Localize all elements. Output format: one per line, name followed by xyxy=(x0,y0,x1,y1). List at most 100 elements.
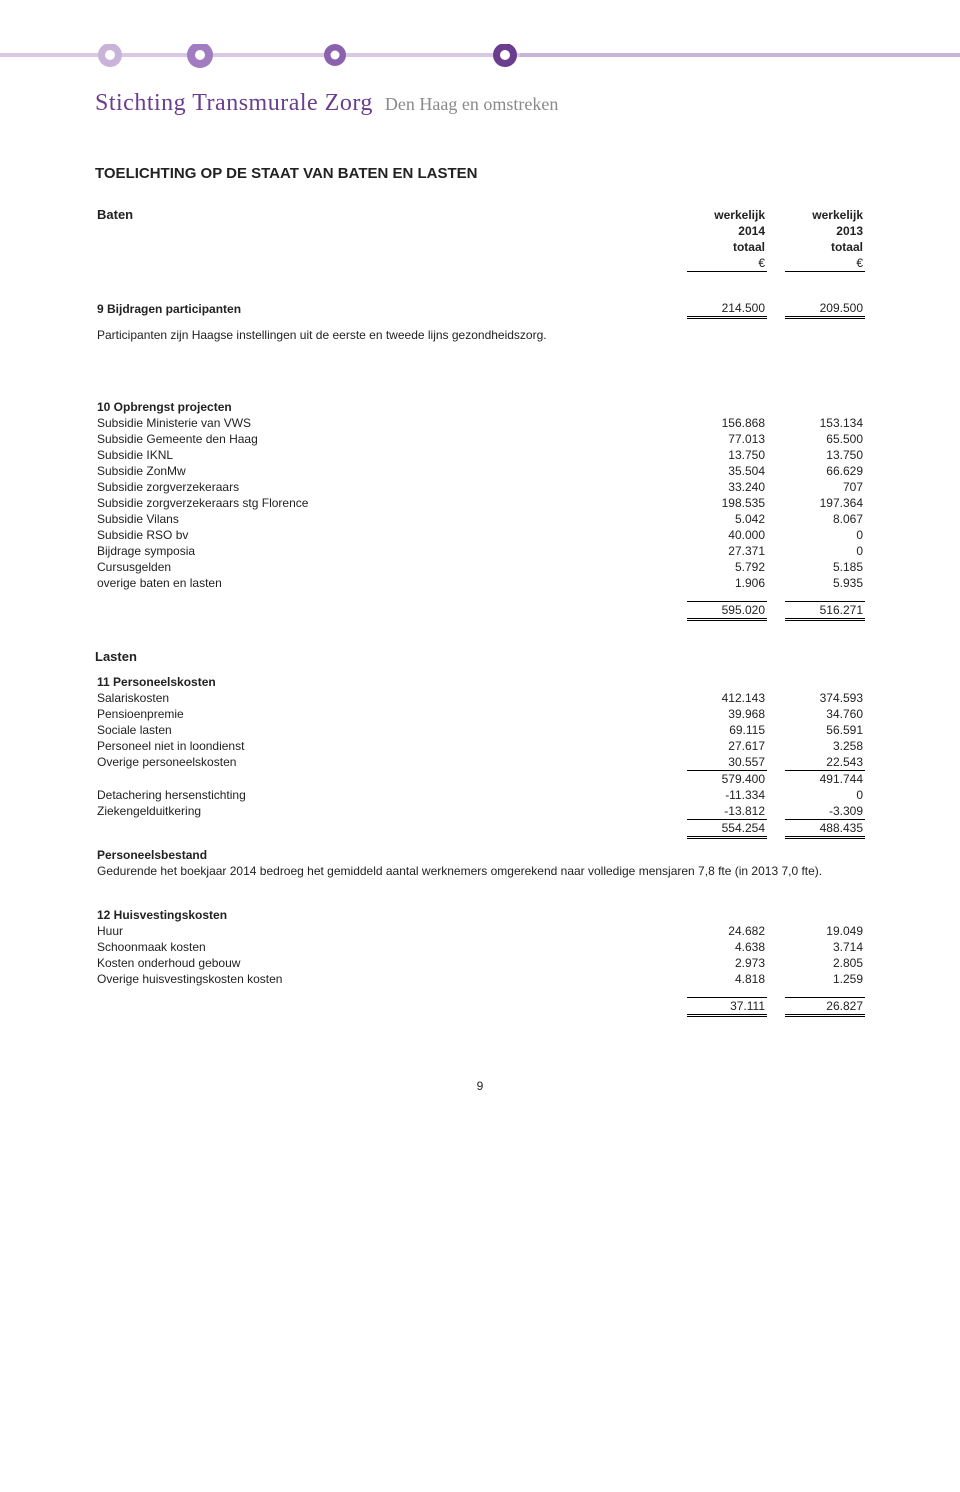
row-v1: -13.812 xyxy=(687,803,767,820)
row-v2: 8.067 xyxy=(785,511,865,527)
row-v1: 40.000 xyxy=(687,527,767,543)
table-row: Subsidie zorgverzekeraars33.240707 xyxy=(95,479,865,495)
row-v1: 39.968 xyxy=(687,706,767,722)
row-label: Subsidie IKNL xyxy=(95,447,687,463)
row-label: Kosten onderhoud gebouw xyxy=(95,955,687,971)
row-v2: 197.364 xyxy=(785,495,865,511)
row-v2: 374.593 xyxy=(785,690,865,706)
row-v2: 22.543 xyxy=(785,754,865,771)
row-label: Schoonmaak kosten xyxy=(95,939,687,955)
table-row: Overige personeelskosten30.557 22.543 xyxy=(95,754,865,771)
row-v2: 0 xyxy=(785,527,865,543)
table-row: Salariskosten412.143374.593 xyxy=(95,690,865,706)
row-v2: -3.309 xyxy=(785,803,865,820)
table-row: overige baten en lasten1.9065.935 xyxy=(95,575,865,591)
table-row: Subsidie Gemeente den Haag77.013 65.500 xyxy=(95,431,865,447)
colhead-1c: totaal xyxy=(687,239,767,255)
table-row: Subsidie Ministerie van VWS156.868153.13… xyxy=(95,415,865,431)
row-11-label: 11 Personeelskosten xyxy=(95,674,865,690)
row-v1: 13.750 xyxy=(687,447,767,463)
row-label: overige baten en lasten xyxy=(95,575,687,591)
pb-text: Gedurende het boekjaar 2014 bedroeg het … xyxy=(95,863,865,879)
row-12-label: 12 Huisvestingskosten xyxy=(95,907,865,923)
row-label: Detachering hersenstichting xyxy=(95,787,687,803)
row-v2: 5.935 xyxy=(785,575,865,591)
table-row: Detachering hersenstichting-11.3340 xyxy=(95,787,865,803)
header-band xyxy=(0,44,960,68)
row-v2: 65.500 xyxy=(785,431,865,447)
row-label: Salariskosten xyxy=(95,690,687,706)
row-v1: 198.535 xyxy=(687,495,767,511)
table-row: Subsidie ZonMw35.50466.629 xyxy=(95,463,865,479)
page-title: TOELICHTING OP DE STAAT VAN BATEN EN LAS… xyxy=(95,165,865,182)
row-label: Personeel niet in loondienst xyxy=(95,738,687,754)
table-row: Bijdrage symposia27.3710 xyxy=(95,543,865,559)
row-v1: 69.115 xyxy=(687,722,767,738)
row-v2: 19.049 xyxy=(785,923,865,939)
baten-note: Participanten zijn Haagse instellingen u… xyxy=(95,327,865,343)
row-v1: 24.682 xyxy=(687,923,767,939)
lasten-heading: Lasten xyxy=(95,649,865,664)
row-label: Subsidie Ministerie van VWS xyxy=(95,415,687,431)
row-label: Bijdrage symposia xyxy=(95,543,687,559)
row-v1: 27.617 xyxy=(687,738,767,754)
org-logo-text: Stichting Transmurale Zorg Den Haag en o… xyxy=(0,68,960,117)
table-row: Subsidie zorgverzekeraars stg Florence19… xyxy=(95,495,865,511)
row-v1: 2.973 xyxy=(687,955,767,971)
row-v2: 3.258 xyxy=(785,738,865,754)
row-v2: 2.805 xyxy=(785,955,865,971)
row-v2: 66.629 xyxy=(785,463,865,479)
table-row: Huur24.68219.049 xyxy=(95,923,865,939)
table-row: Subsidie Vilans5.0428.067 xyxy=(95,511,865,527)
row-label: Overige personeelskosten xyxy=(95,754,687,771)
row-v1: 5.792 xyxy=(687,559,767,575)
colhead-2a: werkelijk xyxy=(785,206,865,223)
total12-v2: 26.827 xyxy=(785,997,865,1015)
table-row: Ziekengelduitkering-13.812 -3.309 xyxy=(95,803,865,820)
colhead-2b: 2013 xyxy=(785,223,865,239)
row-9-v2: 209.500 xyxy=(785,300,865,318)
pb-label: Personeelsbestand xyxy=(95,847,865,863)
row-label: Ziekengelduitkering xyxy=(95,803,687,820)
eur-2: € xyxy=(785,255,865,272)
sub11b-v1: 554.254 xyxy=(687,819,767,837)
sub11a-v1: 579.400 xyxy=(687,770,767,787)
row-9-v1: 214.500 xyxy=(687,300,767,318)
row-v2: 34.760 xyxy=(785,706,865,722)
row-label: Subsidie zorgverzekeraars stg Florence xyxy=(95,495,687,511)
row-v1: 30.557 xyxy=(687,754,767,771)
row-label: Pensioenpremie xyxy=(95,706,687,722)
lasten-table: 11 Personeelskosten Salariskosten412.143… xyxy=(95,674,865,1017)
row-label: Subsidie zorgverzekeraars xyxy=(95,479,687,495)
table-row: Subsidie IKNL13.75013.750 xyxy=(95,447,865,463)
page-number: 9 xyxy=(0,1057,960,1123)
row-10-label: 10 Opbrengst projecten xyxy=(95,399,865,415)
baten-total-v2: 516.271 xyxy=(785,601,865,619)
row-v1: 4.638 xyxy=(687,939,767,955)
table-row: Overige huisvestingskosten kosten4.818 1.… xyxy=(95,971,865,987)
baten-table: Baten werkelijk werkelijk 2014 2013 tota… xyxy=(95,206,865,621)
table-row: Kosten onderhoud gebouw2.973 2.805 xyxy=(95,955,865,971)
row-v2: 1.259 xyxy=(785,971,865,987)
table-row: Sociale lasten69.11556.591 xyxy=(95,722,865,738)
sub11b-v2: 488.435 xyxy=(785,819,865,837)
row-label: Sociale lasten xyxy=(95,722,687,738)
row-v1: 33.240 xyxy=(687,479,767,495)
row-v2: 5.185 xyxy=(785,559,865,575)
row-v2: 153.134 xyxy=(785,415,865,431)
table-row: Cursusgelden5.7925.185 xyxy=(95,559,865,575)
row-v1: 5.042 xyxy=(687,511,767,527)
colhead-1a: werkelijk xyxy=(687,206,767,223)
baten-heading: Baten xyxy=(97,207,685,222)
colhead-2c: totaal xyxy=(785,239,865,255)
row-v1: 35.504 xyxy=(687,463,767,479)
row-label: Subsidie Gemeente den Haag xyxy=(95,431,687,447)
row-v1: 27.371 xyxy=(687,543,767,559)
row-v1: 4.818 xyxy=(687,971,767,987)
sub11a-v2: 491.744 xyxy=(785,770,865,787)
row-v1: 77.013 xyxy=(687,431,767,447)
total12-v1: 37.111 xyxy=(687,997,767,1015)
table-row: Pensioenpremie39.968 34.760 xyxy=(95,706,865,722)
row-label: Subsidie RSO bv xyxy=(95,527,687,543)
row-label: Overige huisvestingskosten kosten xyxy=(95,971,687,987)
